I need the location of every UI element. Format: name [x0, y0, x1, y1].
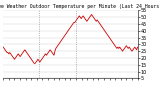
Title: Milwaukee Weather Outdoor Temperature per Minute (Last 24 Hours): Milwaukee Weather Outdoor Temperature pe… — [0, 4, 160, 9]
